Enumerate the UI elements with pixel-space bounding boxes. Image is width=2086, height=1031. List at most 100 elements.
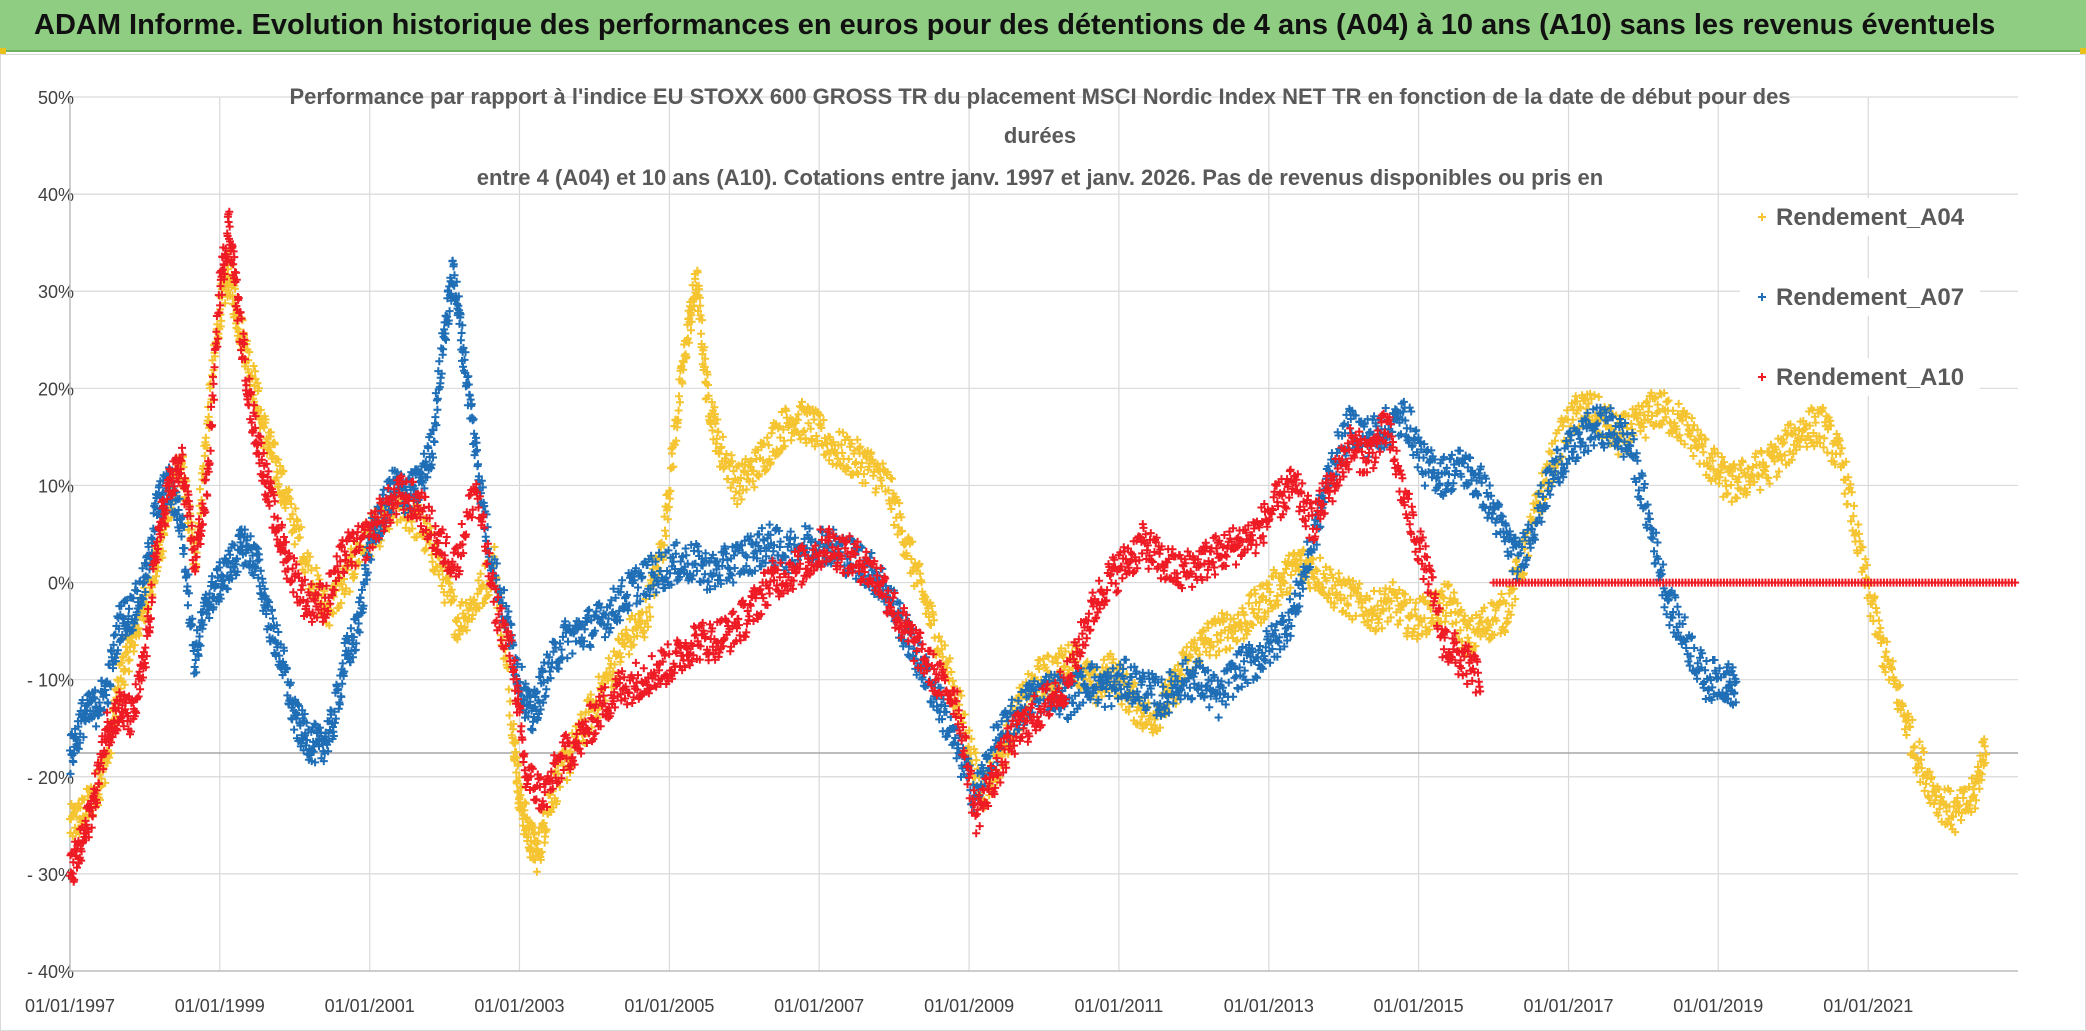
- series-point: [861, 479, 870, 487]
- series-point: [504, 685, 513, 694]
- series-point: [947, 668, 956, 676]
- series-point: [1401, 599, 1410, 608]
- series-point: [1035, 665, 1044, 673]
- series-point: [1266, 588, 1275, 596]
- series-point: [490, 543, 499, 551]
- series-point: [1687, 414, 1696, 423]
- series-point: [1686, 432, 1695, 441]
- series-point: [750, 483, 759, 492]
- series-point: [345, 587, 354, 596]
- series-point: [883, 468, 892, 477]
- series-point: [1675, 431, 1684, 440]
- series-point: [730, 494, 739, 503]
- series-point: [1233, 636, 1242, 645]
- series-point: [672, 436, 681, 445]
- series-point: [810, 415, 819, 424]
- series-point: [1709, 465, 1718, 474]
- series-point: [678, 379, 687, 388]
- series-point: [200, 451, 209, 460]
- y-tick-label: 40%: [38, 185, 74, 205]
- series-point: [779, 425, 788, 434]
- series-point: [1212, 651, 1221, 660]
- series-point: [1490, 631, 1499, 639]
- series-point: [617, 653, 626, 662]
- series-point: [755, 470, 764, 479]
- series-point: [1272, 569, 1280, 578]
- series-point: [780, 442, 789, 451]
- series-point: [297, 523, 306, 532]
- y-tick-label: - 10%: [27, 671, 74, 691]
- series-point: [1215, 647, 1224, 656]
- series-point: [1643, 397, 1651, 406]
- series-point: [1902, 731, 1911, 739]
- series-point: [625, 650, 634, 659]
- series-point: [1594, 392, 1603, 401]
- series-point: [521, 799, 530, 808]
- series-point: [338, 659, 347, 668]
- series-point: [884, 486, 893, 495]
- series-point: [1244, 627, 1253, 635]
- series-point: [1279, 569, 1288, 578]
- series-point: [1295, 565, 1304, 574]
- series-point: [666, 487, 675, 496]
- series-point: [1176, 670, 1185, 679]
- series-point: [921, 592, 930, 601]
- series-point: [823, 440, 831, 449]
- series-point: [687, 326, 695, 335]
- series-point: [334, 603, 343, 612]
- series-point: [245, 348, 254, 357]
- series-point: [687, 317, 696, 326]
- series-point: [1229, 692, 1238, 701]
- series-point: [791, 533, 799, 542]
- series-point: [92, 722, 101, 731]
- series-point: [729, 467, 738, 476]
- series-point: [1340, 594, 1349, 603]
- series-point: [903, 551, 912, 560]
- series-point: [1476, 632, 1485, 641]
- y-tick-label: 0%: [48, 574, 74, 594]
- series-point: [967, 734, 976, 743]
- series-point: [1456, 626, 1465, 635]
- series-point: [412, 533, 421, 542]
- series-point: [798, 397, 806, 406]
- series-point: [1226, 644, 1234, 653]
- series-point: [711, 419, 720, 428]
- series-point: [1651, 393, 1660, 402]
- x-tick-label: 01/01/2005: [624, 996, 714, 1016]
- series-point: [1379, 606, 1388, 615]
- series-point: [285, 494, 294, 503]
- series-point: [1186, 652, 1195, 661]
- series-point: [868, 455, 877, 464]
- series-point: [1365, 594, 1374, 603]
- series-point: [204, 412, 213, 421]
- series-point: [1460, 611, 1469, 620]
- series-point: [1568, 415, 1577, 424]
- series-point: [1682, 409, 1691, 418]
- series-point: [813, 437, 822, 445]
- series-point: [1330, 599, 1339, 608]
- series-point: [817, 424, 826, 432]
- series-point: [943, 663, 951, 672]
- series-point: [1244, 599, 1253, 608]
- series-point: [1264, 580, 1273, 589]
- series-point: [695, 285, 704, 294]
- series-point: [304, 561, 313, 570]
- series-point: [1756, 485, 1765, 494]
- series-point: [1276, 585, 1285, 594]
- series-point: [664, 502, 673, 511]
- series-point: [857, 458, 866, 467]
- series-point: [254, 384, 263, 393]
- series-point: [1377, 624, 1386, 633]
- series-point: [528, 726, 537, 735]
- banner-corner-right: [2080, 48, 2086, 54]
- series-point: [563, 654, 572, 663]
- series-point: [1836, 449, 1845, 458]
- series-point: [1586, 389, 1595, 398]
- series-point: [542, 685, 551, 694]
- series-point: [794, 410, 803, 419]
- series-point: [1375, 615, 1383, 624]
- series-point: [1314, 578, 1323, 587]
- series-point: [1411, 598, 1420, 607]
- series-point: [1251, 589, 1260, 598]
- series-point: [697, 329, 705, 338]
